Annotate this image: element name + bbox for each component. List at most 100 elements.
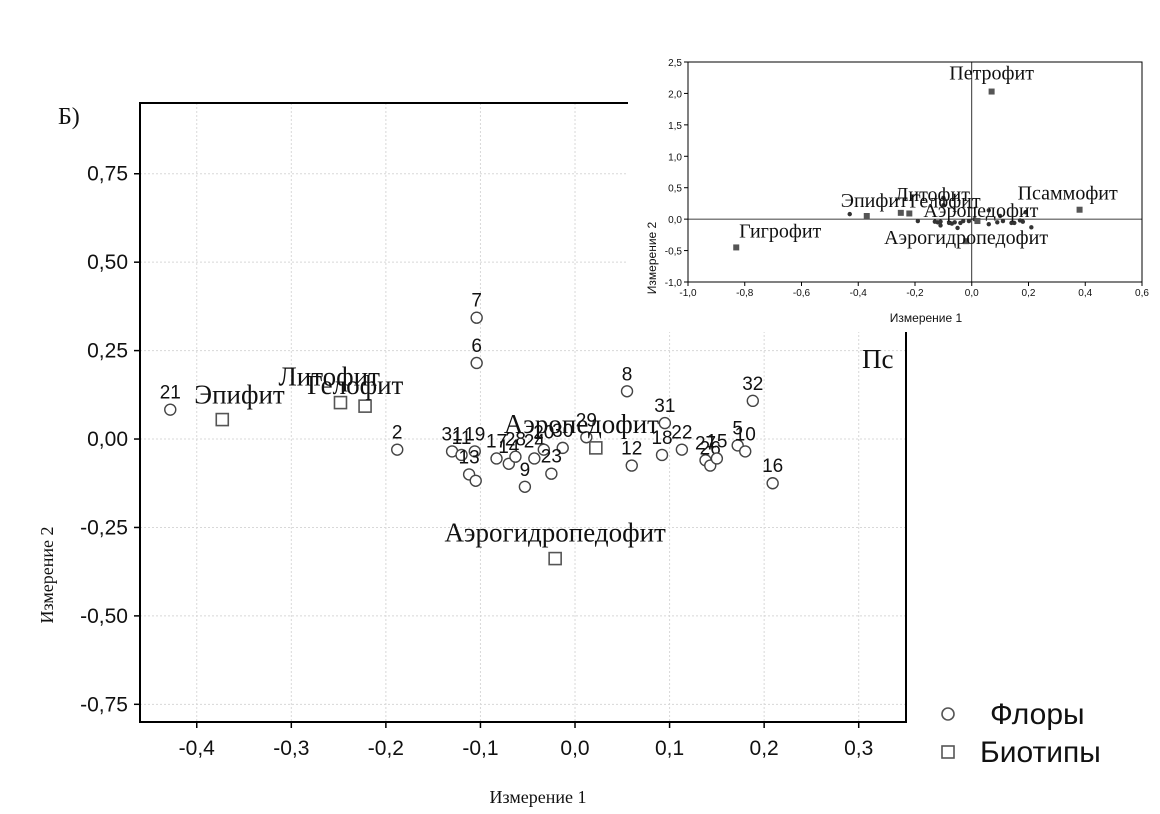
main-gridlines: [140, 103, 906, 722]
inset-x-axis-title: Измерение 1: [890, 311, 963, 325]
x-tick-label: 0,3: [844, 737, 873, 760]
inset-x-tick-label: -0,6: [793, 288, 811, 299]
legend-marker-floras: [941, 707, 955, 721]
flora-point-label: 29: [576, 410, 597, 431]
flora-point-label: 18: [651, 428, 672, 449]
inset-flora-point: [955, 225, 960, 231]
inset-y-tick-label: 0,0: [668, 215, 682, 226]
biotype-marker: [589, 441, 603, 455]
flora-point-label: 21: [160, 383, 181, 404]
flora-point: [468, 445, 481, 458]
flora-point: [469, 474, 482, 487]
inset-x-tick-label: -1,0: [679, 288, 697, 299]
inset-background: [628, 46, 1160, 332]
flora-point: [470, 311, 483, 324]
inset-biotype-label-гелофит: Гелофит: [909, 190, 981, 212]
x-axis-title: Измерение 1: [490, 787, 587, 807]
inset-x-tick-label: -0,4: [850, 288, 868, 299]
inset-flora-point: [961, 218, 966, 224]
inset-flora-point: [1000, 218, 1006, 224]
flora-point-label: 7: [471, 291, 482, 312]
legend-label-floras: Флоры: [990, 698, 1085, 731]
main-plot-frame: [139, 102, 907, 723]
inset-flora-point: [997, 213, 1003, 219]
x-tick-label: -0,4: [179, 737, 216, 760]
inset-y-tick-label: 2,0: [668, 89, 682, 100]
inset-biotype-marker: [974, 218, 981, 225]
flora-point-label: 6: [471, 336, 482, 357]
flora-point-label: 28: [505, 430, 526, 451]
legend: Флоры Биотипы: [941, 698, 1101, 769]
y-tick-label: 0,25: [87, 340, 128, 363]
inset-x-tick-label: 0,4: [1078, 288, 1092, 299]
inset-flora-point: [938, 219, 943, 224]
flora-point: [625, 459, 638, 472]
inset-flora-point: [986, 221, 991, 227]
flora-point: [658, 416, 672, 430]
flora-point-label: 19: [464, 424, 485, 445]
inset-biotype-label-гигрофит: Гигрофит: [739, 220, 821, 242]
flora-point-label: 13: [459, 447, 480, 468]
flora-point: [537, 443, 551, 456]
flora-point-label: 23: [541, 447, 562, 468]
x-tick-label: -0,2: [368, 737, 404, 760]
inset-biotype-marker: [1076, 206, 1083, 213]
inset-x-tick-label: -0,8: [736, 288, 754, 299]
flora-point: [580, 431, 593, 444]
inset-y-tick-label: 2,5: [668, 58, 682, 69]
inset-x-tick-label: -0,2: [906, 288, 924, 299]
y-tick-label: -0,75: [80, 693, 128, 716]
flora-point-label: 32: [742, 374, 763, 395]
x-axis-title-box: [447, 779, 629, 813]
inset-flora-point: [952, 220, 957, 225]
inset-flora-point: [938, 223, 943, 228]
main-data-layer: 212 3111191376171428249203023298123118222…: [160, 291, 783, 566]
inset-biotype-label-аэрогидропедофит: Аэрогидропедофит: [884, 227, 1048, 249]
flora-point: [518, 480, 532, 493]
biotype-label-гелофит: Гелофит: [307, 370, 403, 400]
y-axis-title-box: [30, 484, 64, 666]
x-tick-label: -0,1: [462, 737, 498, 760]
y-tick-label: 0,50: [87, 251, 128, 274]
inset-tick-layer: -1,0 -0,8 -0,6 -0,4 -0,2 0,0 0,2 0,4 0,6 2,5 2,0 1,…: [665, 58, 1150, 299]
biotype-label-эпифит: Эпифит: [194, 380, 285, 410]
biotype-label-аэрогидропедофит: Аэрогидропедофит: [444, 518, 666, 548]
y-tick-label: 0,00: [87, 428, 128, 451]
flora-point-label: 31: [442, 424, 463, 445]
inset-x-tick-label: 0,6: [1135, 288, 1149, 299]
flora-point: [620, 385, 634, 398]
flora-point: [556, 441, 569, 455]
flora-point-label: 22: [671, 423, 692, 444]
inset-biotype-label-литофит: Литофит: [895, 184, 970, 206]
inset-biotype-label-эпифит: Эпифит: [841, 190, 908, 212]
flora-point: [675, 443, 689, 456]
inset-chart: Петрофит Псаммофит Гигрофит ЭпифитЛитофитГе…: [628, 46, 1160, 332]
y-axis-title: Измерение 2: [37, 527, 57, 624]
y-tick-label: -0,50: [80, 605, 128, 628]
flora-point-label: 8: [622, 364, 633, 385]
flora-point-label: 30: [552, 421, 573, 442]
flora-point: [470, 356, 483, 370]
legend-label-biotypes: Биотипы: [980, 736, 1101, 769]
inset-biotype-marker: [863, 213, 870, 219]
inset-x-tick-label: 0,2: [1022, 288, 1036, 299]
flora-point: [164, 403, 177, 416]
inset-biotype-marker: [897, 209, 904, 216]
flora-point-label: 27: [695, 433, 716, 454]
inset-flora-point: [986, 208, 991, 213]
flora-point-label: 10: [735, 424, 756, 445]
biotype-label-аэропедофит: Аэропедофит: [504, 409, 659, 439]
inset-flora-point: [915, 218, 921, 224]
inset-biotype-marker: [988, 88, 995, 95]
flora-point-label: 15: [706, 431, 727, 452]
flora-point: [710, 452, 724, 465]
y-tick-label: 0,75: [87, 163, 128, 186]
flora-point: [490, 452, 503, 465]
flora-point-label: 31: [654, 396, 675, 417]
biotype-marker: [215, 412, 230, 427]
inset-flora-point: [941, 203, 946, 208]
flora-point: [766, 477, 779, 490]
inset-biotype-marker: [963, 238, 970, 245]
x-tick-label: -0,3: [273, 737, 309, 760]
